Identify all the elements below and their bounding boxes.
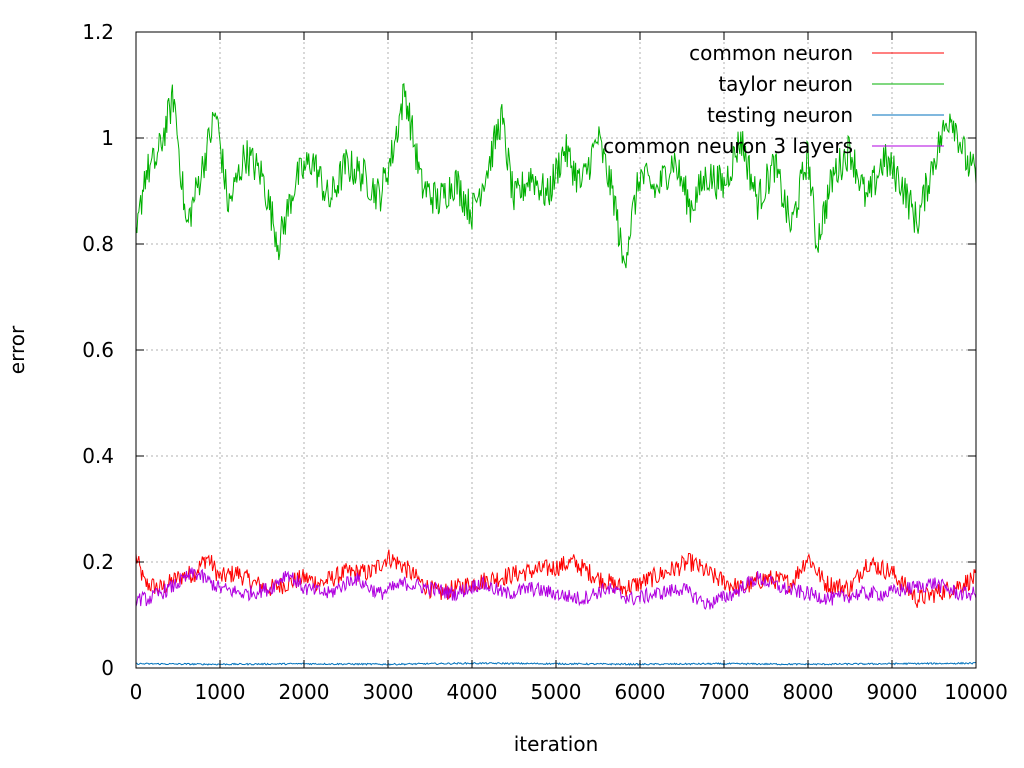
- y-tick-label: 0: [101, 656, 114, 680]
- x-tick-label: 1000: [195, 680, 246, 704]
- x-tick-label: 4000: [447, 680, 498, 704]
- y-tick-label: 0.4: [82, 444, 114, 468]
- y-tick-label: 0.2: [82, 550, 114, 574]
- legend-label: taylor neuron: [718, 72, 853, 96]
- legend-label: testing neuron: [707, 103, 853, 127]
- x-tick-label: 6000: [615, 680, 666, 704]
- legend-label: common neuron 3 layers: [603, 134, 853, 158]
- legend: common neuron taylor neuron testing neuron…: [603, 41, 944, 158]
- y-tick-label: 1: [101, 126, 114, 150]
- x-tick-label: 9000: [867, 680, 918, 704]
- x-axis-label: iteration: [514, 732, 599, 756]
- y-tick-label: 0.8: [82, 232, 114, 256]
- x-tick-label: 3000: [363, 680, 414, 704]
- y-tick-label: 1.2: [82, 20, 114, 44]
- x-tick-label: 10000: [944, 680, 1008, 704]
- x-tick-label: 5000: [531, 680, 582, 704]
- series-line-4: [135, 567, 977, 610]
- x-tick-label: 2000: [279, 680, 330, 704]
- x-tick-label: 8000: [783, 680, 834, 704]
- y-tick-label: 0.6: [82, 338, 114, 362]
- x-tick-label: 7000: [699, 680, 750, 704]
- legend-label: common neuron: [689, 41, 853, 65]
- grid: [136, 32, 976, 668]
- axis-ticks: 0 1000 2000 3000 4000 5000 6000 7000 8000 9000 100…: [82, 20, 1008, 704]
- x-tick-label: 0: [130, 680, 143, 704]
- y-axis-label: error: [5, 325, 29, 374]
- series-line-2: [135, 82, 977, 269]
